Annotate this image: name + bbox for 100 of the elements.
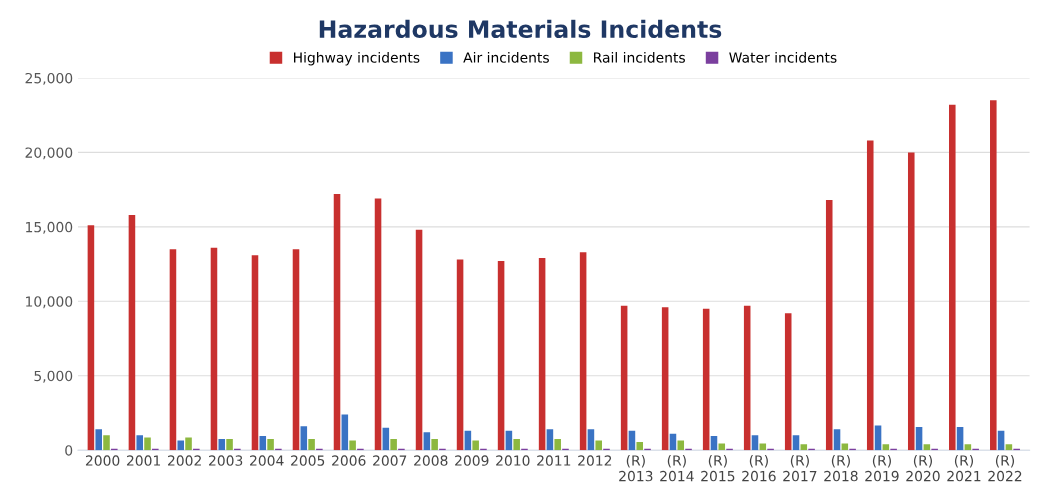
bar — [497, 261, 505, 451]
bar — [792, 435, 800, 451]
legend-label: Air incidents — [463, 52, 549, 63]
bar — [136, 435, 144, 451]
bar — [923, 444, 931, 451]
bar — [579, 252, 587, 451]
bar — [620, 305, 628, 451]
x-tick-label: 2008 — [414, 455, 448, 466]
bar — [185, 437, 192, 451]
x-tick-label: 2011 — [537, 455, 571, 466]
bar — [423, 432, 431, 451]
bar — [554, 439, 561, 451]
bar — [538, 258, 546, 451]
bar — [128, 214, 136, 451]
bar — [841, 443, 849, 451]
y-tick-label: 5,000 — [34, 370, 73, 383]
bar — [997, 430, 1005, 451]
legend-label: Water incidents — [729, 52, 837, 63]
bar — [546, 429, 554, 451]
bar — [587, 429, 595, 451]
bar — [751, 435, 759, 451]
x-tick-label: (R) 2013 — [619, 455, 653, 482]
bar — [628, 430, 636, 451]
bar — [661, 307, 669, 451]
bar — [1005, 444, 1013, 451]
bar — [349, 440, 356, 451]
bar — [300, 426, 308, 451]
bar — [513, 439, 520, 451]
x-tick-label: 2006 — [332, 455, 366, 466]
x-tick-label: 2005 — [291, 455, 325, 466]
bar — [964, 444, 972, 451]
bar — [177, 440, 185, 451]
x-tick-label: (R) 2015 — [701, 455, 735, 482]
x-tick-label: (R) 2021 — [947, 455, 981, 482]
bar — [226, 439, 233, 451]
bar — [308, 439, 315, 451]
bar — [784, 313, 792, 451]
bar — [759, 443, 767, 451]
x-tick-label: 2003 — [209, 455, 243, 466]
bar — [677, 440, 685, 451]
x-tick-label: (R) 2018 — [824, 455, 858, 482]
x-tick-label: (R) 2014 — [660, 455, 694, 482]
bar — [333, 194, 341, 451]
bar — [267, 439, 274, 451]
x-tick-label: 2002 — [167, 455, 201, 466]
bar — [218, 439, 226, 451]
bar — [825, 200, 833, 451]
x-tick-label: 2000 — [85, 455, 120, 466]
y-tick-label: 25,000 — [25, 72, 73, 85]
x-tick-label: (R) 2019 — [865, 455, 899, 482]
x-tick-label: (R) 2022 — [988, 455, 1022, 482]
bar — [743, 305, 751, 451]
x-tick-label: (R) 2016 — [742, 455, 776, 482]
x-tick-label: 2009 — [455, 455, 489, 466]
bar — [472, 440, 479, 451]
bar — [956, 427, 964, 451]
chart-title: Hazardous Materials Incidents — [319, 19, 722, 39]
bar — [374, 198, 382, 451]
bar — [292, 249, 300, 451]
y-tick-label: 0 — [65, 445, 73, 456]
x-tick-label: 2010 — [496, 455, 530, 466]
bar — [464, 430, 472, 451]
x-tick-label: 2001 — [126, 455, 161, 466]
bar — [718, 443, 726, 451]
bar — [866, 140, 874, 451]
bar — [95, 429, 102, 451]
bar — [87, 225, 95, 451]
bar — [907, 152, 915, 451]
y-tick-label: 20,000 — [25, 147, 73, 160]
y-tick-label: 15,000 — [26, 221, 73, 234]
bar — [505, 430, 513, 451]
bar — [382, 427, 390, 451]
bar — [710, 436, 718, 451]
legend-label: Highway incidents — [294, 52, 420, 66]
bar — [259, 436, 267, 451]
bar — [882, 444, 890, 451]
bar — [702, 308, 710, 451]
bar — [800, 444, 808, 451]
bar — [169, 249, 177, 451]
bar — [833, 429, 841, 451]
bar — [669, 433, 677, 451]
x-tick-label: 2007 — [373, 455, 407, 466]
bar — [251, 255, 259, 451]
legend-label: Rail incidents — [594, 52, 685, 63]
bar — [949, 104, 956, 451]
bar — [415, 229, 423, 451]
x-tick-label: (R) 2020 — [906, 455, 940, 482]
bar — [341, 414, 349, 451]
bar — [144, 437, 151, 451]
bar — [390, 439, 397, 451]
bar — [103, 435, 110, 451]
bar — [210, 247, 218, 451]
bar — [595, 440, 602, 451]
x-tick-label: 2012 — [578, 455, 612, 466]
bar — [431, 439, 438, 451]
bar — [915, 427, 923, 451]
bar — [990, 100, 997, 451]
bar — [636, 442, 644, 451]
x-tick-label: (R) 2017 — [783, 455, 817, 482]
bar — [456, 259, 464, 451]
